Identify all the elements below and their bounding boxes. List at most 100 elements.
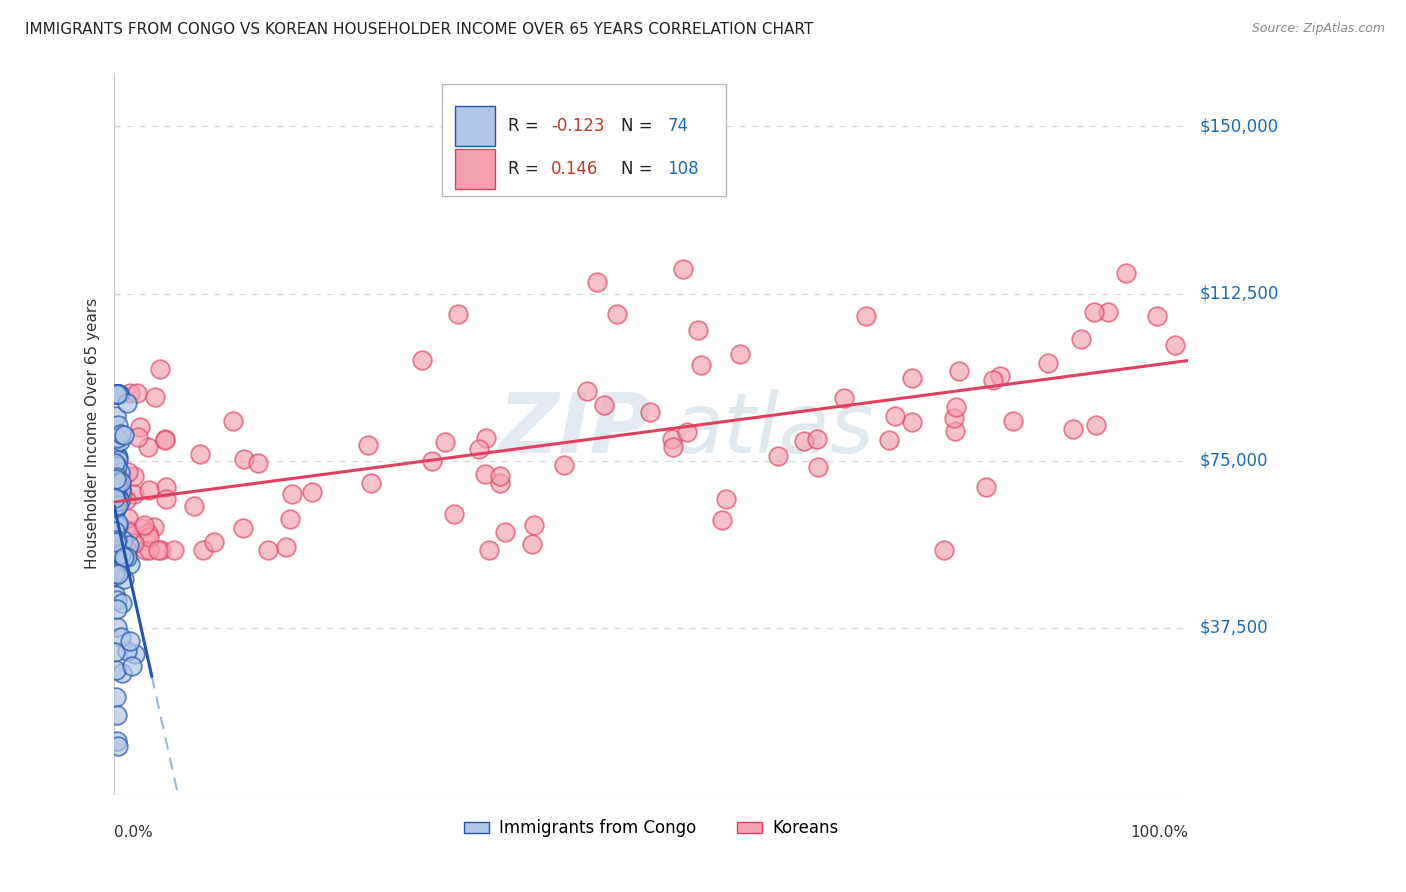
Point [232, 521, 254, 535]
Point [111, 472, 134, 486]
Text: N =: N = [621, 117, 658, 135]
Point [110, 475, 132, 489]
Point [606, 307, 628, 321]
FancyBboxPatch shape [454, 149, 495, 189]
Point [110, 483, 132, 497]
Point [1038, 356, 1060, 370]
Point [105, 533, 128, 547]
Point [104, 409, 127, 424]
Point [688, 323, 710, 337]
Point [138, 530, 160, 544]
Point [134, 518, 156, 533]
Point [443, 508, 465, 522]
Text: R =: R = [509, 160, 544, 178]
Point [134, 542, 156, 557]
Point [900, 415, 922, 429]
Point [107, 490, 129, 504]
Point [714, 491, 737, 506]
Point [108, 387, 131, 401]
Point [105, 472, 128, 486]
Point [232, 452, 254, 467]
Point [115, 493, 138, 508]
Point [988, 369, 1011, 384]
Point [301, 484, 323, 499]
Point [1002, 414, 1025, 428]
Point [111, 533, 134, 547]
Point [107, 386, 129, 401]
Point [806, 433, 828, 447]
Point [256, 542, 278, 557]
Point [477, 542, 499, 557]
Point [107, 516, 129, 530]
Point [107, 492, 129, 507]
Point [105, 707, 128, 722]
Point [105, 493, 128, 508]
Point [127, 386, 149, 401]
Point [494, 524, 516, 539]
Point [191, 542, 214, 557]
Text: $112,500: $112,500 [1199, 285, 1278, 302]
Point [104, 438, 127, 452]
Text: $37,500: $37,500 [1199, 619, 1268, 637]
Legend: Immigrants from Congo, Koreans: Immigrants from Congo, Koreans [457, 813, 845, 844]
Point [105, 620, 128, 634]
FancyBboxPatch shape [454, 106, 495, 145]
Point [104, 491, 127, 505]
Point [222, 414, 245, 428]
Point [155, 491, 177, 506]
Point [121, 658, 143, 673]
Text: IMMIGRANTS FROM CONGO VS KOREAN HOUSEHOLDER INCOME OVER 65 YEARS CORRELATION CHA: IMMIGRANTS FROM CONGO VS KOREAN HOUSEHOL… [25, 22, 814, 37]
Point [575, 384, 598, 398]
Text: atlas: atlas [672, 389, 875, 470]
Point [104, 501, 127, 516]
Point [155, 433, 177, 447]
Point [124, 647, 146, 661]
Point [488, 476, 510, 491]
Point [111, 542, 134, 557]
Point [105, 469, 128, 483]
Point [107, 450, 129, 464]
Text: -0.123: -0.123 [551, 117, 605, 135]
Point [103, 570, 125, 584]
Point [105, 386, 128, 401]
Point [110, 547, 132, 561]
Point [690, 359, 713, 373]
Point [360, 476, 382, 491]
Point [638, 405, 661, 419]
Text: R =: R = [509, 117, 544, 135]
Point [884, 409, 907, 423]
Point [138, 542, 160, 557]
Point [474, 467, 496, 482]
Point [149, 362, 172, 376]
Point [593, 398, 616, 412]
Point [793, 434, 815, 448]
Point [520, 537, 543, 551]
Point [110, 630, 132, 644]
Point [146, 542, 169, 557]
Point [107, 601, 129, 615]
Point [118, 634, 141, 648]
Point [136, 525, 159, 540]
Point [115, 542, 138, 557]
Point [105, 493, 128, 508]
Point [202, 534, 225, 549]
Point [107, 739, 129, 753]
Point [357, 438, 380, 452]
Point [105, 449, 128, 463]
Point [104, 645, 127, 659]
Point [433, 435, 456, 450]
Point [932, 542, 955, 557]
Point [105, 592, 128, 607]
Point [107, 475, 129, 489]
Point [127, 429, 149, 443]
Point [1097, 304, 1119, 318]
Point [112, 549, 135, 564]
Point [107, 479, 129, 493]
Point [115, 644, 138, 658]
Point [118, 386, 141, 401]
Point [107, 431, 129, 445]
Point [675, 425, 697, 439]
Text: 0.146: 0.146 [551, 160, 599, 178]
Point [117, 523, 139, 537]
Point [155, 480, 177, 494]
